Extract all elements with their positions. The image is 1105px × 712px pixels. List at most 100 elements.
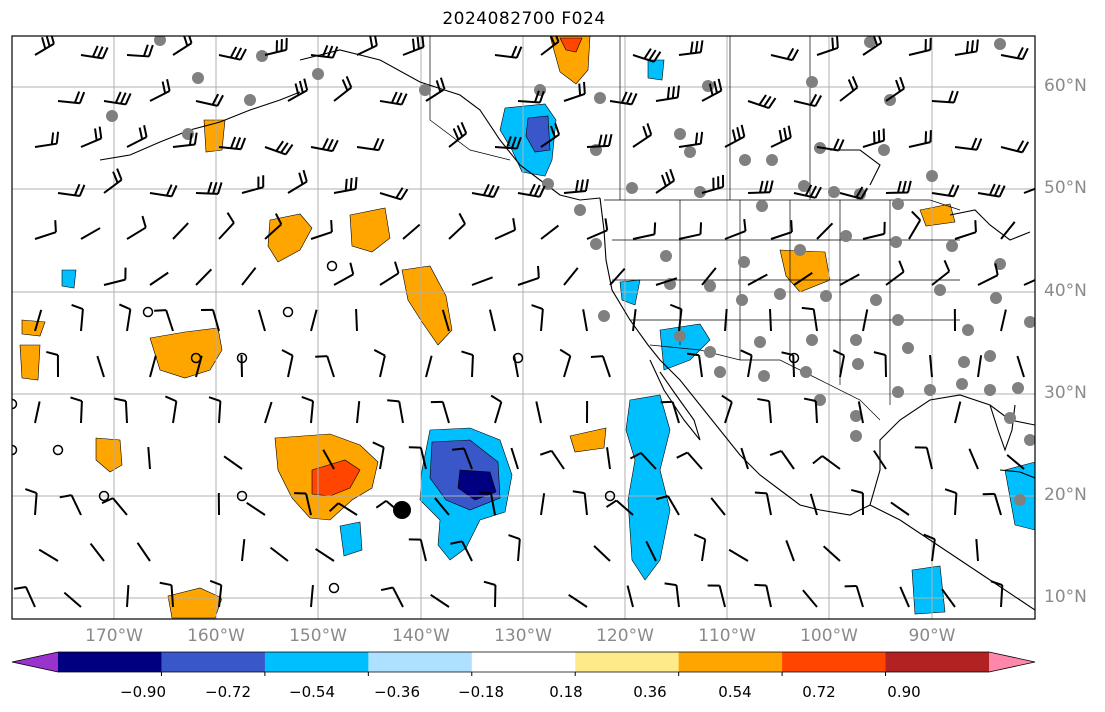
wind-barb-feather (1016, 46, 1024, 59)
wind-barb-feather (590, 355, 603, 358)
wind-barb-feather (229, 46, 238, 59)
wind-barb-shaft (678, 142, 701, 148)
wind-barb-feather (646, 123, 653, 136)
wind-barb-shaft (701, 185, 724, 194)
us-mexico-border (649, 344, 881, 421)
wind-barb-feather (510, 45, 518, 58)
lon-label-130w: 130°W (494, 626, 552, 646)
wind-barb-shaft (490, 493, 496, 516)
wind-barb-feather (114, 91, 122, 104)
wind-barb-shaft (931, 192, 954, 198)
wind-barb-shaft (494, 54, 517, 59)
wind-barb-feather (70, 396, 83, 402)
wind-barb-feather (387, 399, 400, 403)
wind-barb-feather (193, 132, 198, 145)
wind-barb-feather (416, 36, 420, 50)
wind-barb-shaft (379, 272, 400, 286)
wind-barb-shaft (310, 54, 333, 59)
wind-barb-shaft (471, 276, 493, 286)
wind-barb-feather (393, 261, 400, 274)
colorbar-segment (782, 652, 887, 672)
station-dot (739, 154, 751, 166)
wind-barb-feather (298, 80, 304, 93)
aleutian-chain (99, 91, 301, 161)
colorbar-segment (885, 652, 990, 672)
station-dot (850, 410, 862, 422)
wind-barb-shaft (25, 586, 36, 608)
wind-barb-feather (239, 137, 247, 150)
positive-region-north (549, 36, 591, 85)
wind-barb-feather (112, 171, 119, 184)
wind-barb-shaft (857, 401, 864, 424)
wind-barb-shaft (269, 546, 289, 562)
wind-barb-feather (708, 83, 714, 96)
wind-barb-shaft (977, 274, 999, 286)
wind-barb-shaft (80, 308, 84, 332)
wind-barb-feather (666, 87, 671, 100)
station-dot (534, 84, 546, 96)
station-dot (934, 284, 946, 296)
wind-barb-feather (803, 397, 817, 403)
wind-barb-feather (948, 90, 954, 103)
wind-barb-shaft (925, 447, 933, 470)
wind-barb-feather (331, 46, 339, 59)
wind-barb-shaft (862, 232, 885, 240)
station-dot (850, 334, 862, 346)
calm-circle (282, 306, 294, 318)
wind-barb-shaft (941, 588, 956, 608)
wind-barb-shaft (57, 192, 80, 197)
wind-barb-shaft (379, 355, 386, 378)
wind-barb-shaft (822, 545, 841, 562)
calm-circle (328, 582, 340, 594)
calm-circle (326, 260, 338, 272)
wind-barb-feather (947, 184, 955, 196)
colorbar-segment (678, 652, 783, 672)
wind-barb-feather (809, 93, 818, 106)
wind-barb-feather (148, 44, 154, 57)
wind-barb-feather (787, 125, 792, 138)
wind-barb-feather (315, 355, 328, 358)
wind-barb-shaft (718, 585, 726, 608)
wind-barb-shaft (461, 540, 473, 562)
wind-barb-feather (326, 45, 334, 58)
positive-region-10 (779, 249, 831, 293)
wind-barb-shaft (816, 46, 839, 56)
wind-barb-shaft (172, 401, 178, 424)
wind-barb-feather (374, 36, 378, 46)
station-dot (890, 236, 902, 248)
wind-barb-shaft (419, 447, 427, 470)
wind-barb-feather (699, 131, 704, 144)
wind-barb-shaft (655, 277, 678, 286)
colorbar-tick-label: 0.18 (549, 683, 583, 701)
station-dot (1024, 434, 1035, 446)
wind-barb-shaft (310, 584, 314, 608)
wind-barb-feather (605, 499, 618, 508)
wind-barb-shaft (609, 267, 626, 286)
wind-barb-shaft (264, 401, 273, 424)
wind-barb-shaft (678, 233, 701, 240)
wind-barb-feather (226, 212, 235, 224)
wind-barb-shaft (310, 146, 333, 153)
wind-barb-feather (814, 95, 822, 107)
wind-barb-shaft (770, 231, 793, 240)
station-dot (758, 370, 770, 382)
lon-label-140w: 140°W (392, 626, 450, 646)
wind-barb-shaft (793, 192, 816, 199)
wind-barb-shaft (218, 222, 235, 240)
station-dot (962, 324, 974, 336)
wind-barb-shaft (667, 495, 680, 516)
wind-barb-shaft (149, 192, 172, 198)
wind-barb-feather (138, 127, 144, 140)
wind-barb-shaft (929, 354, 933, 378)
station-dot (704, 346, 716, 358)
wind-barb-shaft (678, 51, 701, 56)
map-title: 2024082700 F024 (442, 9, 606, 29)
wind-barb-shaft (172, 222, 189, 240)
lon-label-110w: 110°W (698, 626, 756, 646)
wind-barb-feather (461, 350, 474, 356)
wind-barb-feather (119, 92, 127, 105)
wind-barb-feather (911, 210, 921, 221)
wind-barb-feather (345, 76, 353, 88)
lat-label-40n: 40°N (1044, 281, 1087, 301)
